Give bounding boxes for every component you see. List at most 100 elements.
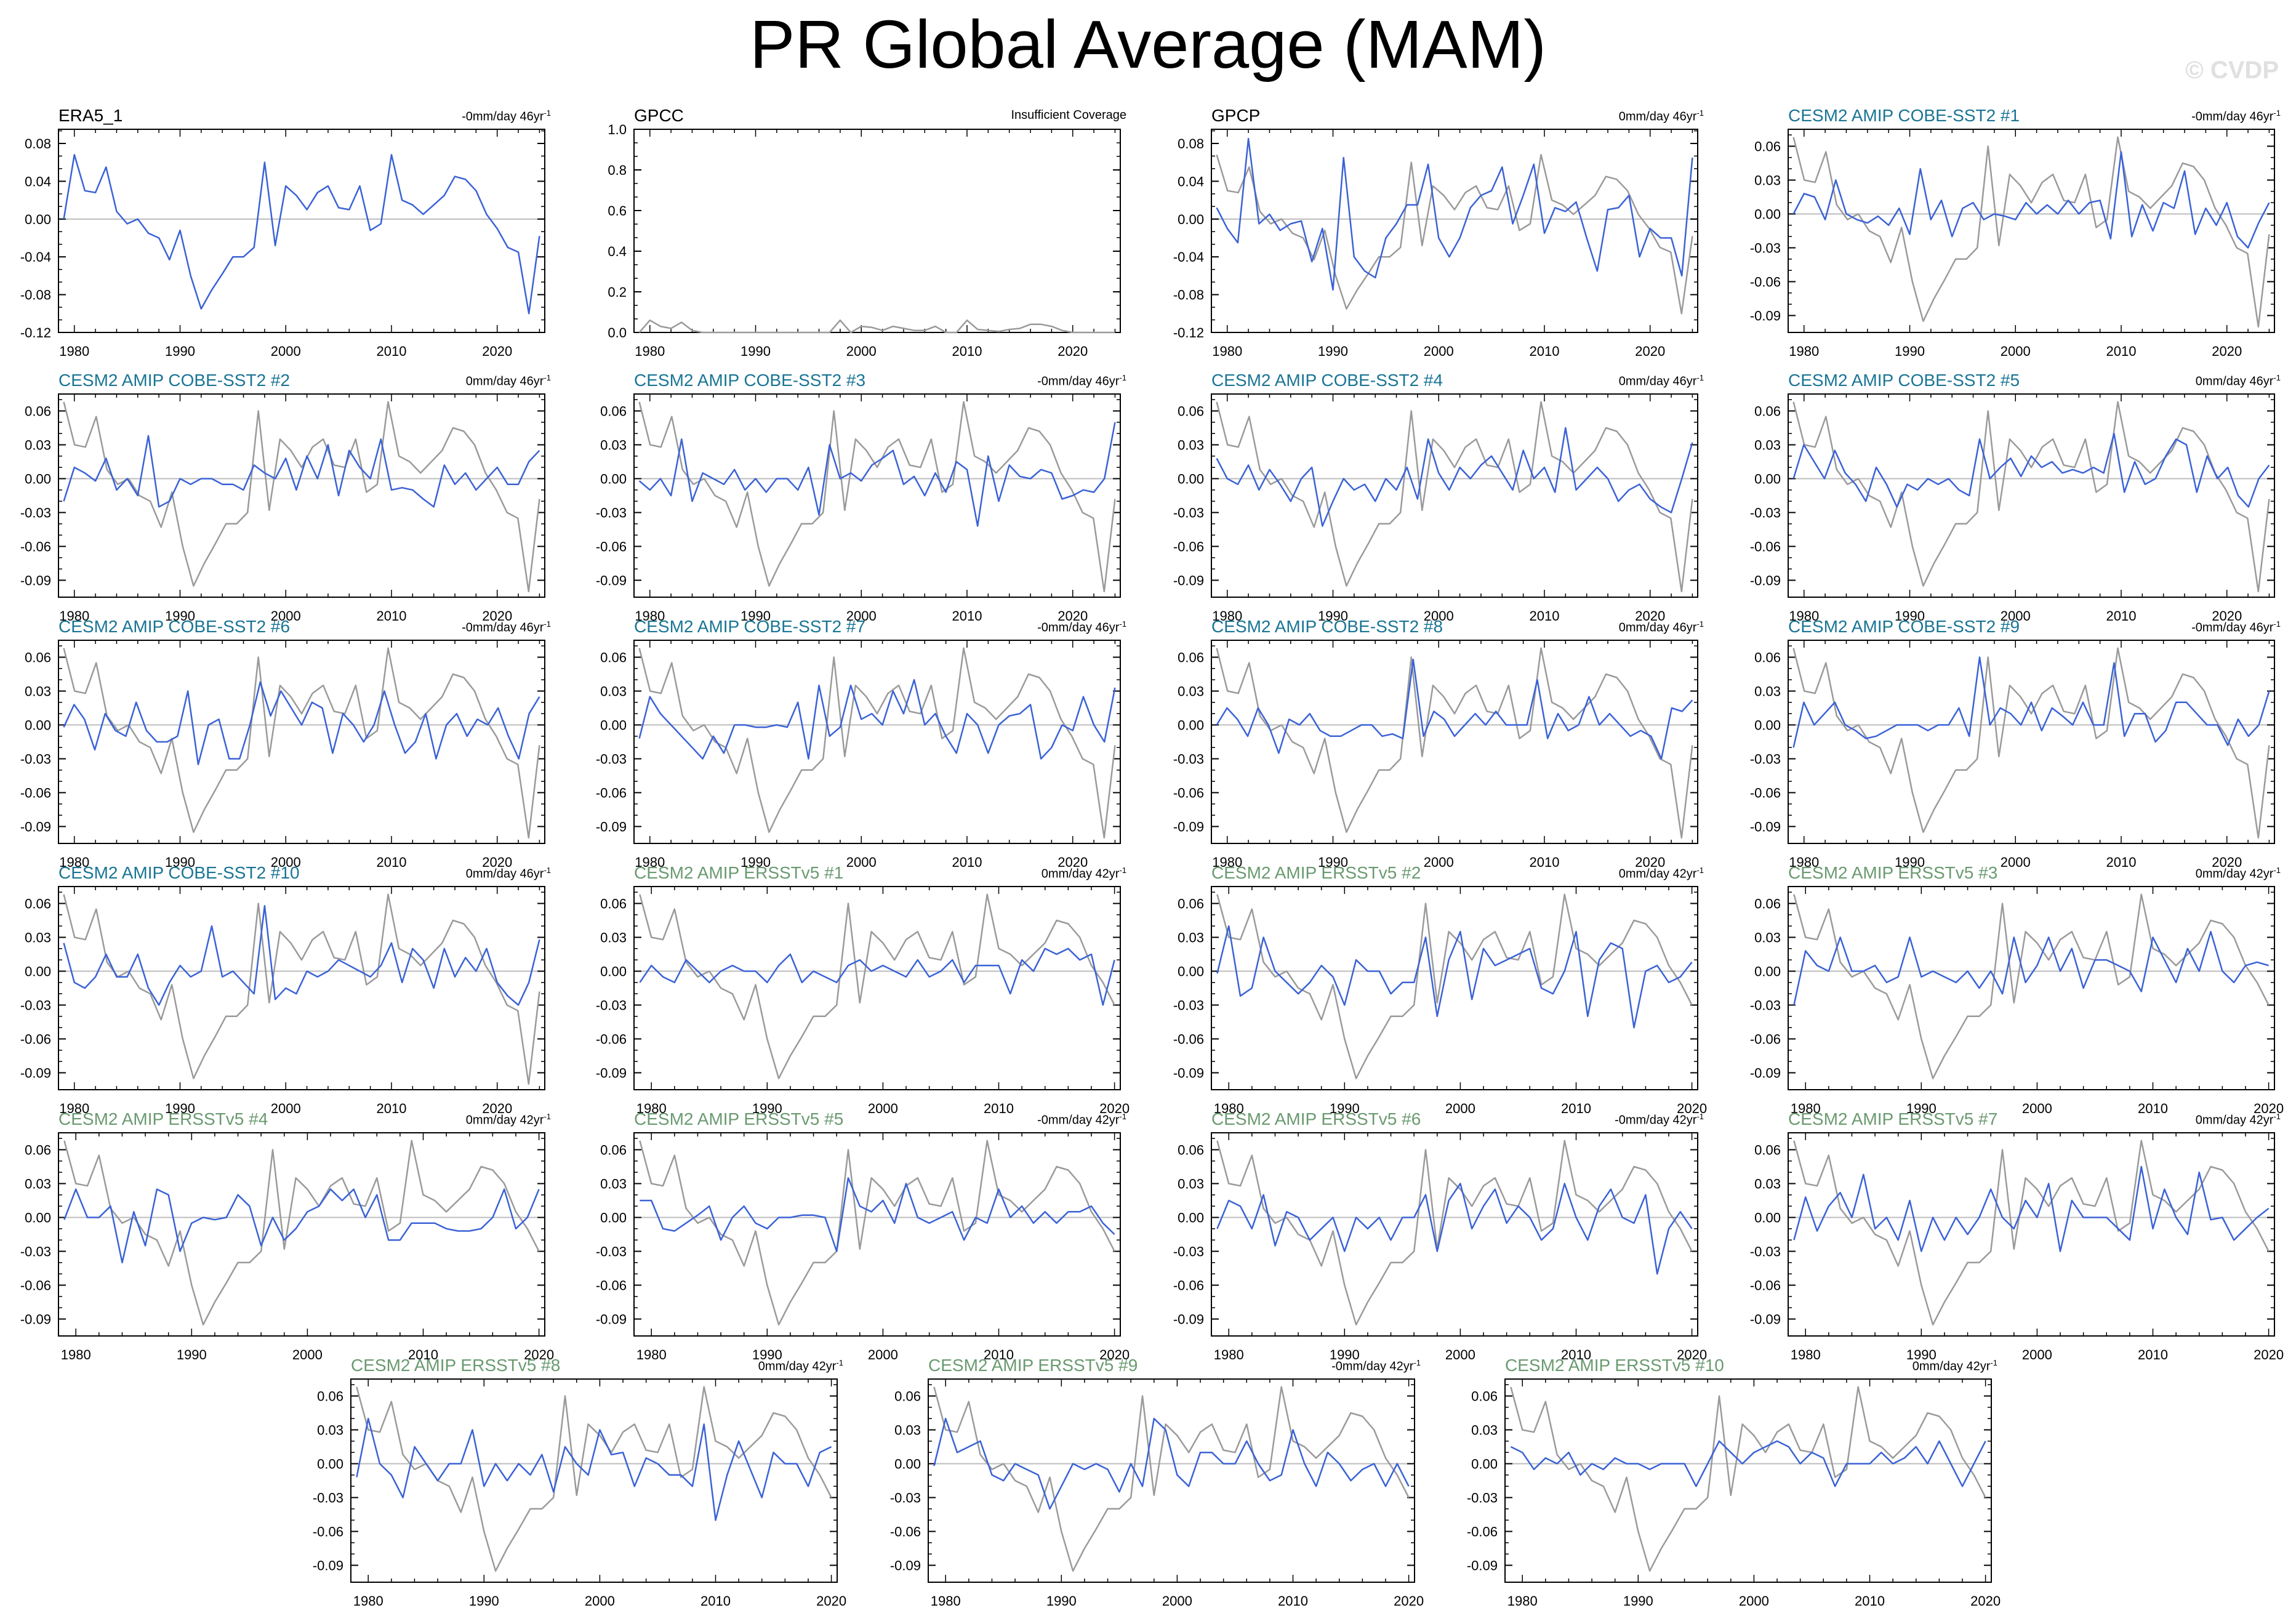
x-tick-label: 1980 [1214, 1101, 1244, 1116]
x-tick-label: 2020 [524, 1347, 554, 1362]
panel-title: CESM2 AMIP ERSSTv5 #6 [1211, 1109, 1421, 1128]
x-tick-label: 2020 [2212, 344, 2242, 359]
x-tick-label: 2010 [984, 1101, 1014, 1116]
y-tick-label: -0.09 [596, 1066, 627, 1081]
x-tick-label: 1990 [1330, 1347, 1360, 1362]
y-tick-label: -0.03 [1467, 1490, 1498, 1506]
x-tick-label: 2000 [1445, 1347, 1475, 1362]
model-series-line [63, 154, 540, 315]
x-tick-label: 2000 [868, 1101, 898, 1116]
panel-15: CESM2 AMIP ERSSTv5 #2 0mm/day 42yr-1 0.06 0… [1173, 863, 1707, 1116]
panel-chart: 0.06 0.03 0.00 -0.03 -0.06 -0.09 1980 1990 2000 2… [1173, 640, 1698, 870]
y-tick-label: 0.06 [1178, 1143, 1204, 1158]
panel-title: CESM2 AMIP ERSSTv5 #4 [58, 1109, 268, 1128]
obs-series-line [1216, 401, 1693, 593]
plot-frame [58, 393, 545, 598]
y-tick-label: -0.03 [1173, 505, 1204, 521]
panel-1: ERA5_1 -0mm/day 46yr-1 0.08 0.04 0.00 -0.04 -0… [20, 106, 551, 359]
y-tick-label: -0.06 [1173, 1278, 1204, 1293]
y-tick-label: 0.06 [1754, 139, 1781, 155]
y-tick-label: 0.06 [317, 1389, 343, 1404]
x-tick-label: 2020 [1635, 608, 1665, 624]
model-series-line [356, 1417, 832, 1521]
watermark: © CVDP [2185, 57, 2279, 84]
panel-title: CESM2 AMIP COBE-SST2 #5 [1788, 371, 2020, 390]
panel-23: CESM2 AMIP ERSSTv5 #10 0mm/day 42yr-1 0.06… [1467, 1356, 2001, 1609]
y-tick-label: -0.09 [20, 1066, 51, 1081]
y-tick-label: -0.03 [20, 1244, 51, 1260]
panel-title: CESM2 AMIP ERSSTv5 #1 [634, 863, 844, 882]
y-tick-label: 0.06 [600, 650, 627, 666]
panel-20: CESM2 AMIP ERSSTv5 #7 0mm/day 42yr-1 0.06 0… [1750, 1109, 2284, 1362]
y-tick-label: 0.00 [600, 718, 627, 733]
x-tick-label: 2000 [846, 344, 877, 359]
model-series-line [639, 947, 1115, 1006]
y-tick-label: -0.09 [1173, 573, 1204, 589]
x-tick-label: 2000 [2022, 1347, 2052, 1362]
x-tick-label: 1980 [1507, 1593, 1538, 1609]
x-tick-label: 2010 [377, 1101, 407, 1116]
obs-series-line [63, 1140, 540, 1325]
y-tick-label: -0.03 [1750, 241, 1781, 256]
panel-16: CESM2 AMIP ERSSTv5 #3 0mm/day 42yr-1 0.06 0… [1750, 863, 2284, 1116]
y-tick-label: -0.06 [596, 1032, 627, 1047]
y-tick-label: 0.06 [1754, 896, 1781, 912]
x-tick-label: 1990 [165, 1101, 195, 1116]
panel-trend: 0mm/day 42yr-1 [1041, 866, 1126, 881]
panel-chart: 0.06 0.03 0.00 -0.03 -0.06 -0.09 1980 1990 2000 2… [1467, 1378, 2001, 1609]
x-tick-label: 1990 [1906, 1347, 1937, 1362]
trend-exponent: -1 [544, 1112, 551, 1121]
model-series-line [1216, 427, 1693, 527]
x-tick-label: 2020 [1677, 1101, 1707, 1116]
y-tick-label: -0.06 [596, 539, 627, 555]
x-tick-label: 2000 [846, 855, 877, 870]
panel-6: CESM2 AMIP COBE-SST2 #3 -0mm/day 46yr-1 0.… [596, 371, 1126, 624]
panel-title: CESM2 AMIP ERSSTv5 #5 [634, 1109, 844, 1128]
x-tick-label: 1980 [635, 344, 665, 359]
y-tick-label: 0.03 [25, 684, 51, 699]
trend-exponent: -1 [1413, 1358, 1421, 1367]
y-tick-label: 0.8 [608, 163, 627, 178]
panel-chart: 0.06 0.03 0.00 -0.03 -0.06 -0.09 1980 1990 2000 2… [1750, 393, 2275, 624]
panel-trend: -0mm/day 46yr-1 [2191, 108, 2281, 124]
x-tick-label: 2010 [377, 855, 407, 870]
panel-chart: 0.06 0.03 0.00 -0.03 -0.06 -0.09 1980 1990 2000 2… [20, 640, 545, 870]
y-tick-label: -0.06 [20, 786, 51, 801]
panel-trend: 0mm/day 46yr-1 [1618, 108, 1704, 124]
obs-series-line [1216, 1140, 1693, 1325]
obs-series-line [1510, 1386, 1986, 1572]
panel-chart: 0.06 0.03 0.00 -0.03 -0.06 -0.09 1980 1990 2000 2… [1750, 640, 2275, 870]
y-tick-label: -0.09 [1750, 573, 1781, 589]
x-tick-label: 2020 [2212, 608, 2242, 624]
x-tick-label: 1990 [1330, 1101, 1360, 1116]
y-tick-label: -0.06 [20, 1032, 51, 1047]
panel-title: CESM2 AMIP COBE-SST2 #9 [1788, 617, 2020, 636]
model-series-line [1216, 925, 1693, 1029]
y-tick-label: 0.03 [600, 1177, 627, 1192]
y-tick-label: 0.00 [1178, 212, 1204, 227]
x-tick-label: 2020 [2254, 1347, 2284, 1362]
y-tick-label: -0.12 [1173, 325, 1204, 340]
x-tick-label: 2020 [1058, 855, 1088, 870]
x-tick-label: 2010 [377, 608, 407, 624]
panel-19: CESM2 AMIP ERSSTv5 #6 -0mm/day 42yr-1 0.06… [1173, 1109, 1707, 1362]
y-tick-label: -0.03 [1750, 1244, 1781, 1260]
y-tick-label: 1.0 [608, 122, 627, 137]
x-tick-label: 2010 [2106, 855, 2137, 870]
obs-series-line [638, 401, 1116, 593]
y-tick-label: -0.06 [1750, 1032, 1781, 1047]
panel-title: CESM2 AMIP ERSSTv5 #10 [1505, 1356, 1724, 1375]
panel-17: CESM2 AMIP ERSSTv5 #4 0mm/day 42yr-1 0.06 0… [20, 1109, 554, 1362]
panel-chart: 0.06 0.03 0.00 -0.03 -0.06 -0.09 1980 1990 2000 2… [596, 393, 1121, 624]
y-tick-label: -0.04 [20, 249, 51, 265]
model-series-line [1792, 432, 2270, 508]
y-tick-label: 0.08 [1178, 136, 1204, 151]
x-tick-label: 2010 [952, 855, 982, 870]
y-tick-label: 0.00 [1754, 207, 1781, 222]
x-tick-label: 1990 [1906, 1101, 1937, 1116]
y-tick-label: -0.09 [1750, 1066, 1781, 1081]
x-tick-label: 1980 [1212, 344, 1242, 359]
panel-chart: 1.0 0.8 0.6 0.4 0.2 0.0 1980 1990 2000 2010 2020 [608, 122, 1121, 359]
y-tick-label: 0.03 [1178, 930, 1204, 946]
panel-18: CESM2 AMIP ERSSTv5 #5 -0mm/day 42yr-1 0.06… [596, 1109, 1130, 1362]
